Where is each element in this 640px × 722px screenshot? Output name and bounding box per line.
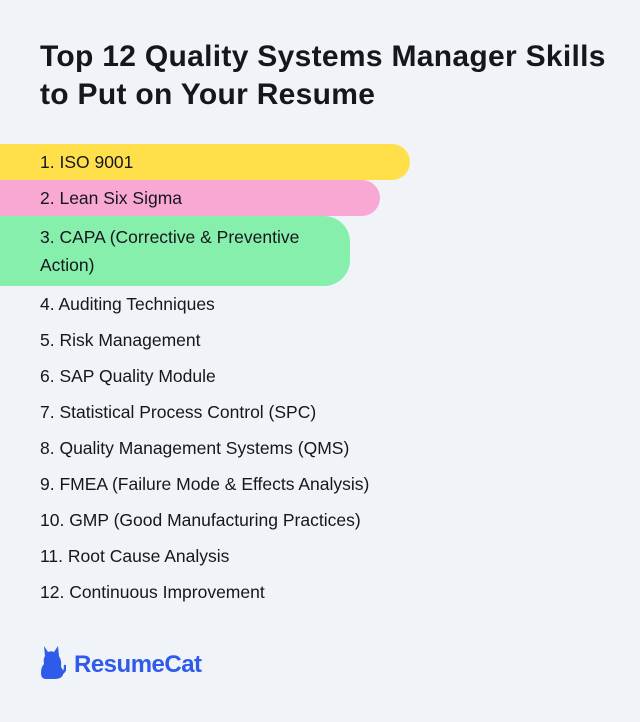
cat-body bbox=[41, 646, 64, 679]
resumecat-logo[interactable]: ResumeCat bbox=[40, 644, 202, 685]
skill-item-11: 11. Root Cause Analysis bbox=[40, 546, 230, 566]
skills-list: 1. ISO 9001 2. Lean Six Sigma 3. CAPA (C… bbox=[0, 144, 640, 610]
page-title: Top 12 Quality Systems Manager Skills to… bbox=[40, 40, 606, 111]
skill-item-9: 9. FMEA (Failure Mode & Effects Analysis… bbox=[40, 474, 370, 494]
skill-item-7: 7. Statistical Process Control (SPC) bbox=[40, 402, 317, 422]
skill-item-4: 4. Auditing Techniques bbox=[40, 294, 215, 314]
cat-tail bbox=[58, 664, 67, 676]
skill-item-3: 3. CAPA (Corrective & Preventive Action) bbox=[0, 216, 350, 286]
skill-item-1: 1. ISO 9001 bbox=[0, 144, 410, 180]
cat-icon bbox=[40, 644, 67, 685]
skill-item-2: 2. Lean Six Sigma bbox=[0, 180, 380, 216]
skill-item-10: 10. GMP (Good Manufacturing Practices) bbox=[40, 510, 361, 530]
skill-item-6: 6. SAP Quality Module bbox=[40, 366, 216, 386]
skill-item-12: 12. Continuous Improvement bbox=[40, 582, 265, 602]
cat-icon-svg bbox=[41, 646, 67, 679]
logo-text: ResumeCat bbox=[74, 650, 202, 678]
skill-item-5: 5. Risk Management bbox=[40, 330, 201, 350]
skill-item-8: 8. Quality Management Systems (QMS) bbox=[40, 438, 350, 458]
